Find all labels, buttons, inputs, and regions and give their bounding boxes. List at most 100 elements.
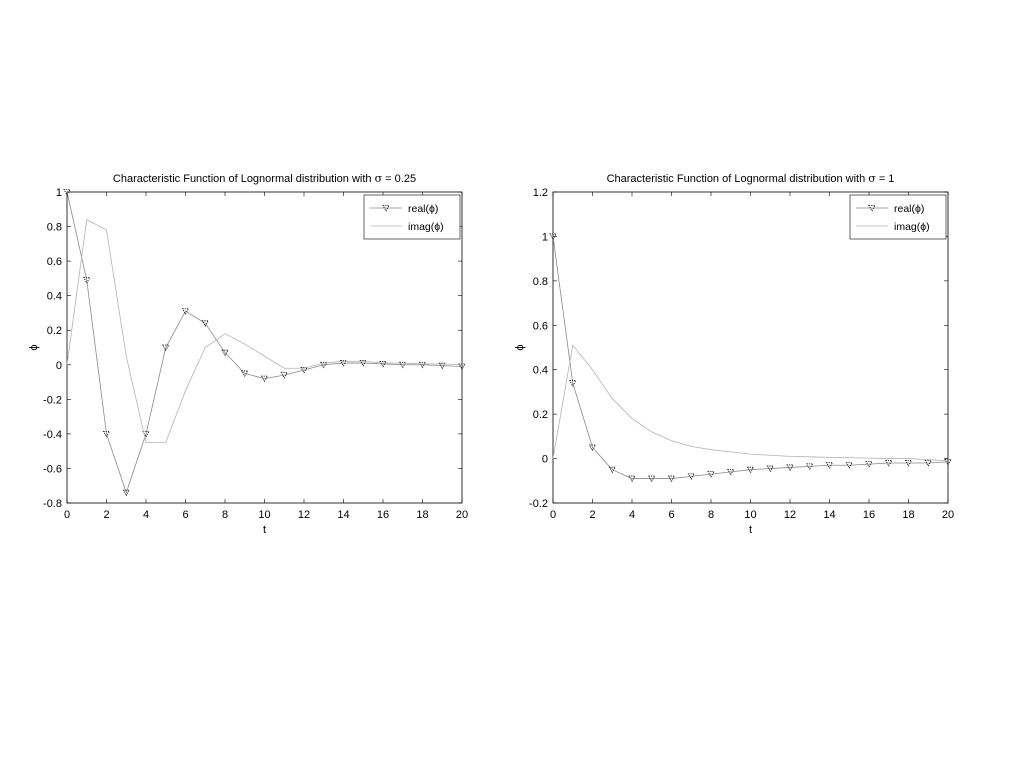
x-tick-label: 6 [182, 509, 188, 521]
chart-title-symbol: σ [868, 172, 876, 185]
y-tick-label: 0.8 [533, 276, 548, 288]
x-tick-label: 8 [222, 509, 228, 521]
legend-entry: imag(ϕ) [408, 221, 444, 233]
data-point-real [667, 475, 676, 483]
chart-title-suffix: = 1 [876, 173, 895, 185]
x-tick-label: 4 [629, 509, 635, 521]
data-point-real [142, 430, 150, 438]
data-point-real [746, 466, 755, 474]
x-tick-label: 12 [298, 509, 310, 521]
data-point-real [549, 233, 557, 241]
x-tick-label: 20 [456, 509, 468, 521]
y-tick-label: 1 [56, 187, 62, 199]
legend-marker [382, 205, 390, 212]
legend-entry: real(ϕ) [894, 203, 924, 215]
data-point-real [588, 444, 597, 452]
x-tick-label: 0 [550, 509, 556, 521]
data-point-real [379, 361, 387, 368]
chart-sigma-025: Characteristic Function of Lognormal dis… [28, 172, 468, 536]
x-tick-label: 10 [258, 509, 270, 521]
data-point-real [806, 463, 814, 470]
y-tick-label: 0.4 [533, 365, 548, 377]
x-tick-label: 8 [708, 509, 714, 521]
data-point-real [458, 363, 466, 371]
y-tick-label: 0.6 [47, 256, 62, 268]
data-point-real [339, 360, 348, 367]
data-point-real [648, 475, 656, 483]
chart-title: Characteristic Function of Lognormal dis… [113, 172, 416, 185]
data-point-real [727, 468, 735, 476]
data-point-real [786, 464, 794, 472]
data-point-real [628, 475, 636, 483]
data-point-real [687, 473, 695, 480]
chart-title-text: Characteristic Function of Lognormal dis… [607, 173, 869, 185]
x-axis-label: t [263, 524, 266, 536]
data-point-real [122, 489, 130, 497]
data-point-real [885, 460, 893, 467]
data-point-real [924, 460, 932, 467]
series-line-imag [552, 344, 949, 462]
x-tick-label: 20 [942, 509, 954, 521]
data-point-real [221, 349, 229, 357]
data-point-real [102, 430, 111, 438]
x-axis-label: t [749, 524, 752, 536]
data-point-real [608, 466, 616, 474]
x-tick-label: 18 [416, 509, 428, 521]
x-tick-label: 10 [744, 509, 756, 521]
x-tick-label: 0 [64, 509, 70, 521]
data-point-real [707, 471, 715, 478]
data-point-real [766, 465, 774, 473]
y-tick-label: 0 [542, 454, 548, 466]
y-tick-label: 0.2 [533, 409, 548, 421]
y-tick-label: -0.2 [43, 394, 62, 406]
data-point-real [201, 320, 209, 327]
legend-entry: imag(ϕ) [894, 221, 930, 233]
data-point-real [944, 459, 952, 466]
data-point-real [320, 361, 328, 369]
data-point-real [845, 462, 853, 469]
data-point-real [904, 460, 913, 467]
y-tick-label: -0.6 [43, 463, 62, 475]
chart-title-symbol: σ [375, 172, 383, 185]
legend-marker [868, 205, 876, 212]
legend-box [363, 194, 461, 240]
x-tick-label: 14 [823, 509, 835, 521]
series-line-imag [66, 219, 463, 443]
data-point-real [418, 361, 427, 369]
series-line-real [552, 236, 949, 479]
x-tick-label: 4 [143, 509, 149, 521]
y-tick-label: -0.2 [529, 498, 548, 510]
legend-entry: real(ϕ) [408, 203, 438, 215]
data-point-real [359, 360, 367, 367]
data-point-real [83, 277, 91, 284]
x-tick-label: 6 [668, 509, 674, 521]
data-point-real [260, 375, 269, 383]
data-point-real [241, 370, 249, 378]
x-tick-label: 2 [103, 509, 109, 521]
data-point-real [181, 308, 190, 315]
data-point-real [399, 361, 407, 369]
data-point-real [280, 372, 288, 379]
y-tick-label: 0.8 [47, 222, 62, 234]
x-tick-label: 12 [784, 509, 796, 521]
y-axis-label: ϕ [28, 344, 40, 350]
y-tick-label: 0 [56, 360, 62, 372]
data-point-real [63, 189, 71, 196]
data-point-real [300, 367, 308, 374]
data-point-real [569, 380, 577, 387]
legend-box [849, 194, 947, 240]
chart-title-text: Characteristic Function of Lognormal dis… [113, 173, 375, 185]
y-axis-label: ϕ [514, 344, 526, 350]
y-tick-label: 0.6 [533, 320, 548, 332]
data-point-real [438, 362, 446, 370]
data-point-real [865, 461, 873, 468]
data-point-real [825, 462, 834, 469]
x-tick-label: 16 [863, 509, 875, 521]
x-tick-label: 16 [377, 509, 389, 521]
y-tick-label: 1 [542, 231, 548, 243]
chart-title: Characteristic Function of Lognormal dis… [607, 172, 895, 185]
y-tick-label: 0.4 [47, 291, 62, 303]
y-tick-label: -0.8 [43, 498, 62, 510]
x-tick-label: 18 [902, 509, 914, 521]
series-line-real [66, 191, 463, 494]
